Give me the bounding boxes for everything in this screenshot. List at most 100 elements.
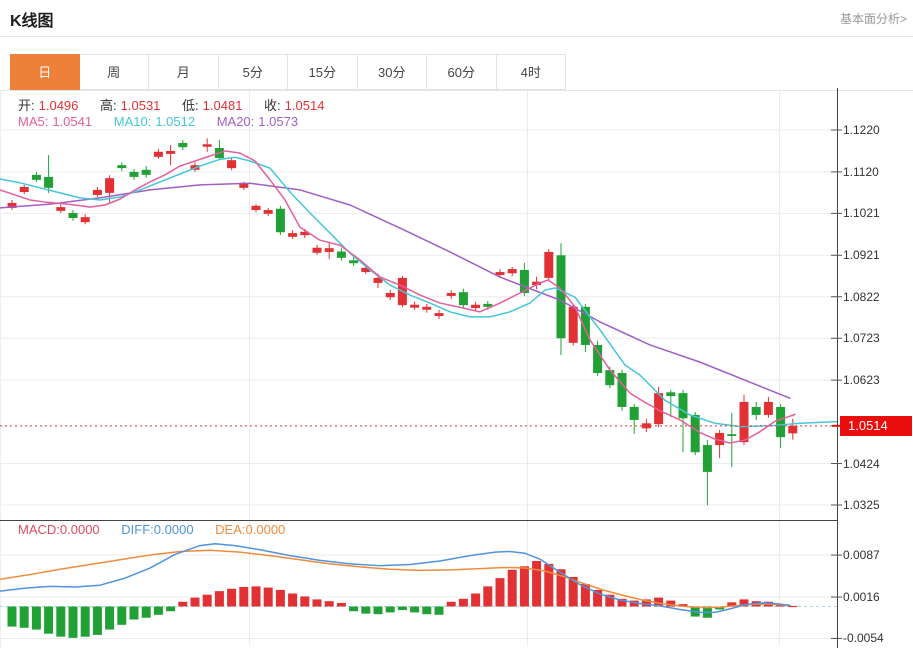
tabs-bottom-border	[0, 90, 913, 91]
price-tick-label: 1.0723	[843, 331, 880, 346]
candle-body	[385, 292, 395, 298]
ma5-label: MA5:	[18, 114, 49, 129]
tab-period-6[interactable]: 60分	[427, 54, 497, 90]
candle-body	[239, 182, 249, 188]
candle-body	[617, 373, 627, 407]
candle-body	[44, 176, 54, 188]
candle-body	[544, 251, 554, 278]
candle-body	[434, 313, 444, 317]
candle-body	[288, 233, 298, 237]
candle-body	[80, 217, 90, 223]
candle-body	[483, 303, 493, 307]
low-value: 1.0481	[202, 98, 243, 113]
fundamental-analysis-link[interactable]: 基本面分析>	[839, 12, 907, 26]
tab-period-1[interactable]: 周	[79, 54, 149, 90]
open-label: 开:	[18, 98, 35, 113]
macd-bar	[361, 606, 371, 614]
candle-body	[519, 269, 529, 293]
tab-period-5[interactable]: 30分	[357, 54, 427, 90]
price-tick-label: 1.0822	[843, 289, 880, 304]
price-tick-label: 1.0921	[843, 248, 880, 263]
candle-body	[117, 165, 127, 169]
period-tabs: 日周月 5分 15分 30分 60分 4时	[10, 54, 566, 90]
macd-bar	[556, 569, 566, 607]
candle-body	[727, 434, 737, 436]
tab-period-7[interactable]: 4时	[496, 54, 566, 90]
macd-bar	[654, 597, 664, 607]
macd-bar	[324, 601, 334, 607]
candle-body	[776, 406, 786, 438]
macd-readout: MACD:0.0000 DIFF:0.0000 DEA:0.0000	[18, 522, 285, 537]
macd-bar	[31, 606, 41, 630]
macd-bar	[629, 600, 639, 607]
candle-body	[7, 202, 17, 208]
candle-body	[275, 208, 285, 233]
candle-body	[495, 272, 505, 275]
tab-period-2[interactable]: 月	[149, 54, 219, 90]
macd-bar	[727, 602, 737, 607]
tab-period-3[interactable]: 5分	[218, 54, 288, 90]
ma5-value: 1.0541	[52, 114, 93, 129]
ma20-line	[0, 182, 791, 399]
candle-body	[68, 212, 78, 218]
macd-bar	[605, 594, 615, 607]
macd-bar	[471, 593, 481, 607]
macd-tick-label: 0.0087	[843, 548, 880, 563]
candle-body	[324, 248, 334, 252]
candle-body	[31, 174, 41, 180]
price-tick-label: 1.0325	[843, 498, 880, 512]
macd-bar	[519, 566, 529, 607]
macd-bar	[666, 600, 676, 607]
macd-bar	[153, 606, 163, 615]
tab-period-0[interactable]: 日	[10, 54, 80, 90]
candle-body	[166, 150, 176, 154]
macd-bar	[593, 589, 603, 607]
macd-bar	[117, 606, 127, 625]
high-value: 1.0531	[120, 98, 161, 113]
macd-tick-label: -0.0054	[843, 631, 884, 646]
macd-bar	[239, 586, 249, 607]
candle-body	[739, 401, 749, 443]
gridlines-layer	[0, 91, 837, 648]
tab-period-4[interactable]: 15分	[288, 54, 358, 90]
ma20-value: 1.0573	[258, 114, 299, 129]
diff-value: 0.0000	[153, 522, 194, 537]
current-price-badge: 1.0514	[840, 416, 912, 436]
macd-bar	[178, 601, 188, 607]
macd-bar	[251, 586, 261, 607]
macd-bar	[129, 606, 139, 620]
page-title: K线图	[10, 13, 54, 30]
candle-body	[349, 260, 359, 264]
macd-histogram-layer	[7, 560, 798, 638]
macd-bar	[422, 606, 432, 615]
candle-body	[263, 210, 273, 214]
macd-bar	[373, 606, 383, 615]
macd-tick-label: 0.0016	[843, 590, 880, 605]
price-tick-label: 1.1220	[843, 123, 880, 137]
macd-bar	[397, 606, 407, 611]
candle-body	[715, 432, 725, 446]
macd-bar	[544, 563, 554, 607]
macd-bar	[336, 602, 346, 607]
macd-bar	[202, 594, 212, 607]
candle-body	[666, 392, 676, 397]
price-tick-label: 1.1120	[843, 164, 879, 179]
macd-bar	[532, 560, 542, 607]
macd-bar	[385, 606, 395, 613]
ma10-label: MA10:	[113, 114, 152, 129]
candle-body	[471, 304, 481, 309]
candle-body	[422, 306, 432, 310]
macd-bar	[495, 578, 505, 607]
macd-value: 0.0000	[59, 522, 100, 537]
candle-body	[763, 401, 773, 415]
candle-body	[605, 370, 615, 386]
macd-bar	[580, 584, 590, 607]
macd-bar	[788, 605, 798, 608]
macd-label: MACD:	[18, 522, 60, 537]
macd-bar	[288, 593, 298, 607]
macd-bar	[105, 606, 115, 630]
macd-bar	[92, 606, 102, 635]
macd-bar	[190, 597, 200, 607]
macd-bar	[410, 606, 420, 613]
